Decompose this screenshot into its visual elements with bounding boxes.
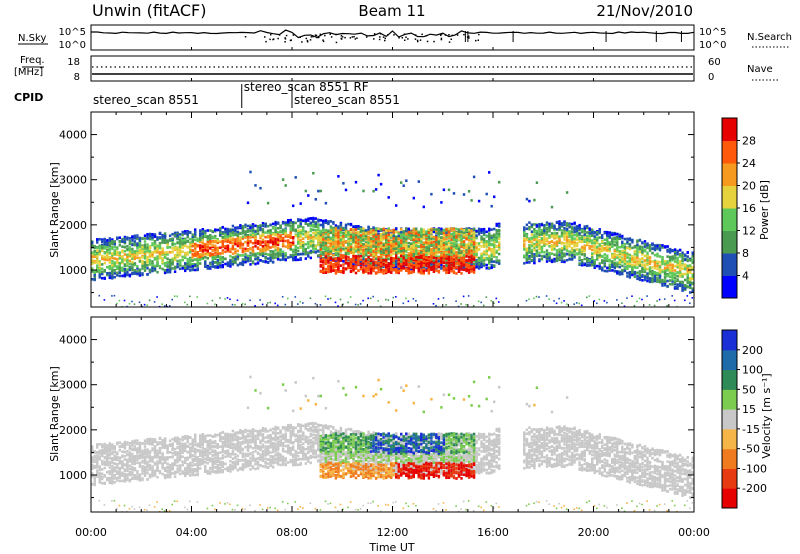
x-tick-label: 04:00: [176, 526, 208, 539]
power-colorbar-tick: 8: [742, 247, 749, 260]
velocity-colorbar-label: Velocity [m s⁻¹]: [760, 373, 773, 458]
x-tick-label: 16:00: [477, 526, 509, 539]
velocity-y-label: Slant Range [km]: [48, 366, 61, 462]
power-colorbar-swatch: [722, 140, 737, 164]
power-colorbar-label: Power [dB]: [758, 180, 771, 240]
x-tick-label: 00:00: [75, 526, 107, 539]
cpid-segment-label: stereo_scan 8551 RF: [244, 80, 369, 94]
nsky-panel: N.Sky 10^5 10^0 10^5 10^0 N.Search: [18, 24, 792, 51]
power-y-axis: 1000 2000 3000 4000: [59, 111, 694, 294]
velocity-y-axis: 1000 2000 3000 4000: [59, 316, 694, 499]
velocity-colorbar-tick: -100: [742, 462, 767, 475]
power-colorbar-tick: 28: [742, 135, 756, 148]
velocity-data: [91, 375, 694, 513]
velocity-colorbar-swatch: [722, 330, 737, 351]
nsky-trace: [91, 29, 695, 44]
nave-tick-top: 60: [708, 57, 721, 68]
date-title: 21/Nov/2010: [596, 2, 693, 20]
velocity-colorbar-swatch: [722, 488, 737, 509]
cpid-label: CPID: [14, 91, 43, 104]
velocity-colorbar-tick: 50: [742, 383, 756, 396]
velocity-colorbar-tick: -50: [742, 443, 760, 456]
velocity-colorbar: -200 -100 -50 -15 15 50 100 200: [721, 329, 767, 509]
time-x-axis: 00:00 04:00 08:00 12:00 16:00 20:00 00:00: [75, 47, 710, 539]
nsky-tick-bottom: 10^0: [59, 40, 86, 51]
velocity-colorbar-tick: 15: [742, 403, 756, 416]
velocity-colorbar-swatch: [722, 369, 737, 390]
nsky-tick-top: 10^5: [59, 27, 86, 38]
velocity-colorbar-tick: -200: [742, 482, 767, 495]
power-colorbar-swatch: [722, 118, 737, 141]
freq-unit: [MHz]: [14, 67, 43, 78]
power-colorbar-tick: 4: [742, 270, 749, 283]
x-tick-label: 12:00: [377, 526, 409, 539]
nsky-label: N.Sky: [18, 33, 46, 44]
x-tick-label: 00:00: [678, 526, 710, 539]
y-tick-label: 2000: [59, 424, 87, 437]
power-colorbar-swatch: [722, 163, 737, 186]
power-colorbar-tick: 16: [742, 202, 756, 215]
freq-label: Freq.: [20, 55, 45, 66]
power-colorbar-tick: 12: [742, 225, 756, 238]
power-colorbar: 4 8 12 16 20 24 28: [721, 117, 756, 299]
power-panel: 1000 2000 3000 4000 Slant Range [km]: [48, 111, 695, 308]
nave-label: Nave: [747, 64, 773, 75]
velocity-colorbar-swatch: [722, 349, 737, 371]
y-tick-label: 1000: [59, 264, 87, 277]
cpid-segment-label: stereo_scan 8551: [294, 93, 400, 107]
y-tick-label: 3000: [59, 174, 87, 187]
nsearch-tick-top: 10^5: [699, 27, 726, 38]
x-tick-label: 08:00: [276, 526, 308, 539]
y-tick-label: 2000: [59, 219, 87, 232]
velocity-colorbar-swatch: [722, 389, 737, 410]
power-colorbar-tick: 20: [742, 180, 756, 193]
velocity-panel: 1000 2000 3000 4000 Slant Range [km]: [48, 316, 695, 513]
power-y-label: Slant Range [km]: [48, 162, 61, 258]
y-tick-label: 1000: [59, 469, 87, 482]
power-colorbar-swatch: [722, 208, 737, 231]
freq-tick-bottom: 8: [74, 72, 80, 83]
power-colorbar-tick: 24: [742, 157, 756, 170]
velocity-colorbar-tick: 200: [742, 344, 763, 357]
power-colorbar-swatch: [722, 275, 737, 299]
y-tick-label: 4000: [59, 334, 87, 347]
velocity-colorbar-tick: -15: [742, 423, 760, 436]
velocity-colorbar-swatch: [722, 428, 737, 450]
y-tick-label: 4000: [59, 129, 87, 142]
x-axis-label: Time UT: [368, 541, 414, 554]
cpid-segment-label: stereo_scan 8551: [93, 93, 199, 107]
nsearch-label: N.Search: [747, 32, 792, 43]
power-colorbar-swatch: [722, 253, 737, 276]
beam-title: Beam 11: [358, 2, 425, 20]
freq-panel: Freq. [MHz] 18 8 60 0 Nave: [14, 55, 778, 83]
freq-tick-top: 18: [67, 57, 80, 68]
velocity-colorbar-swatch: [722, 468, 737, 489]
power-data: [91, 170, 694, 308]
power-colorbar-swatch: [722, 230, 737, 254]
velocity-colorbar-swatch: [722, 409, 737, 430]
nsearch-tick-bottom: 10^0: [699, 40, 726, 51]
y-tick-label: 3000: [59, 379, 87, 392]
power-colorbar-swatch: [722, 185, 737, 209]
nave-tick-bottom: 0: [708, 72, 714, 83]
velocity-colorbar-tick: 100: [742, 364, 763, 377]
x-tick-label: 20:00: [578, 526, 610, 539]
velocity-colorbar-swatch: [722, 448, 737, 469]
station-title: Unwin (fitACF): [92, 1, 206, 20]
